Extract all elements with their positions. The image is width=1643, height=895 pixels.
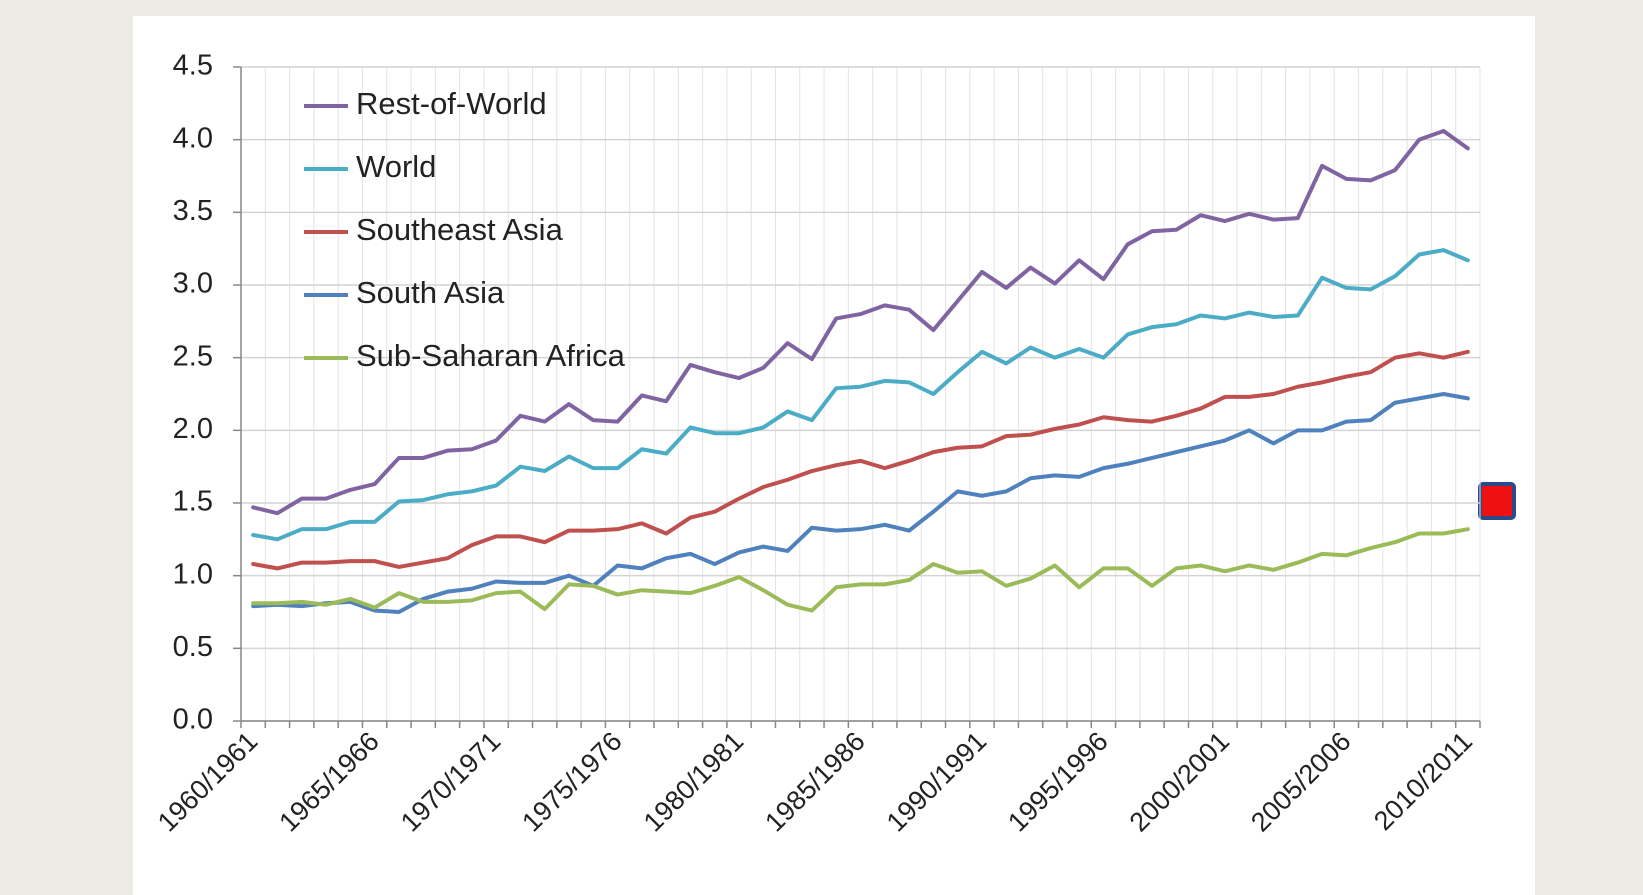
legend-label: Southeast Asia: [356, 212, 564, 247]
y-tick-label: 0.0: [173, 704, 213, 736]
y-tick-label: 0.5: [173, 631, 213, 663]
series-line: [251, 392, 1470, 614]
series-line: [251, 349, 1470, 571]
legend-label: South Asia: [356, 275, 505, 310]
y-tick-label: 1.0: [173, 558, 213, 590]
legend-label: Sub-Saharan Africa: [356, 338, 626, 373]
y-tick-label: 2.5: [173, 340, 213, 372]
y-tick-label: 3.5: [173, 195, 213, 227]
y-tick-label: 4.0: [173, 122, 213, 154]
y-tick-label: 4.5: [173, 50, 213, 82]
plot: [251, 128, 1470, 614]
marker-square: [1478, 482, 1516, 520]
legend-label: Rest-of-World: [356, 86, 547, 121]
y-tick-label: 2.0: [173, 413, 213, 445]
series-line: [251, 527, 1470, 613]
series-line: [251, 248, 1470, 542]
y-tick-label: 1.5: [173, 486, 213, 518]
y-tick-label: 3.0: [173, 268, 213, 300]
series-line: [251, 128, 1470, 516]
legend: Rest-of-World World Southeast Asia South As…: [304, 86, 626, 373]
legend-label: World: [356, 149, 436, 184]
panel: [133, 16, 1535, 895]
